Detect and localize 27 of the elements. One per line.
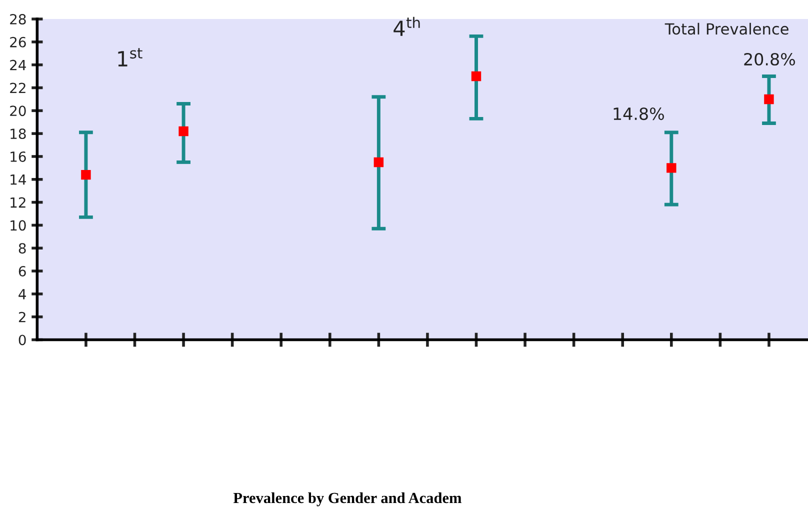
y-tick-label: 0 xyxy=(18,334,26,346)
y-tick-label: 8 xyxy=(18,243,26,254)
y-tick-label: 28 xyxy=(10,14,26,24)
y-tick-label: 22 xyxy=(10,82,26,94)
y-tick-label: 14 xyxy=(10,174,26,185)
y-tick-label: 18 xyxy=(10,128,26,140)
point xyxy=(471,71,482,82)
annotation: 1$^{st}$ xyxy=(118,48,142,66)
y-tick-label: 4 xyxy=(18,289,26,300)
y-tick-label: 24 xyxy=(10,60,26,70)
y-tick-label: 26 xyxy=(10,36,26,48)
annotation: 14.8% xyxy=(614,107,664,120)
point xyxy=(374,157,384,168)
annotation: 20.8% xyxy=(744,52,796,66)
y-tick-label: 6 xyxy=(18,266,26,276)
y-tick-label: 2 xyxy=(18,312,26,322)
y-tick-label: 10 xyxy=(10,220,26,231)
annotation: 4$^{th}$ xyxy=(394,16,420,36)
point xyxy=(764,94,774,104)
annotation: Total Prevalence xyxy=(664,22,788,35)
y-tick-label: 12 xyxy=(10,197,26,208)
y-tick-label: 20 xyxy=(10,106,26,116)
point xyxy=(666,163,676,173)
point xyxy=(81,170,91,180)
y-tick-label: 16 xyxy=(10,151,26,162)
point xyxy=(178,126,188,136)
text: Prevalence by Gender and Academ xyxy=(233,492,462,506)
